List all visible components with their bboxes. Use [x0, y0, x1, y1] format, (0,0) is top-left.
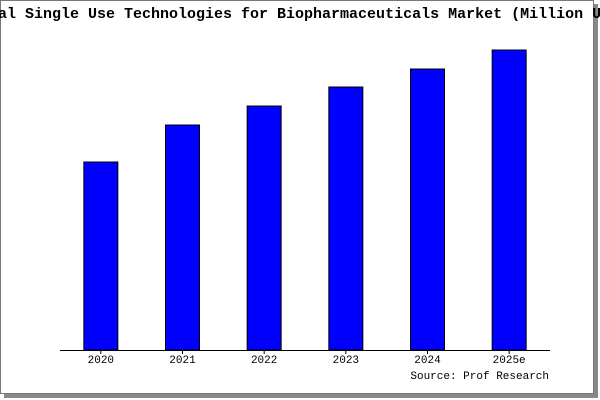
x-tick-label: 2023	[333, 355, 359, 367]
x-tick-label: 2025e	[493, 355, 526, 367]
x-tick-label: 2021	[169, 355, 196, 367]
x-tick-label: 2022	[251, 355, 277, 367]
bar	[410, 68, 445, 351]
bar	[165, 124, 200, 351]
bar	[328, 86, 364, 351]
bar	[83, 161, 119, 351]
bar	[491, 49, 527, 351]
chart-title: al Single Use Technologies for Biopharma…	[0, 6, 600, 23]
plot-area	[60, 45, 550, 350]
bar	[246, 105, 282, 351]
source-note: Source: Prof Research	[410, 371, 549, 383]
x-tick-label: 2024	[414, 355, 441, 367]
x-tick-label: 2020	[88, 355, 114, 367]
